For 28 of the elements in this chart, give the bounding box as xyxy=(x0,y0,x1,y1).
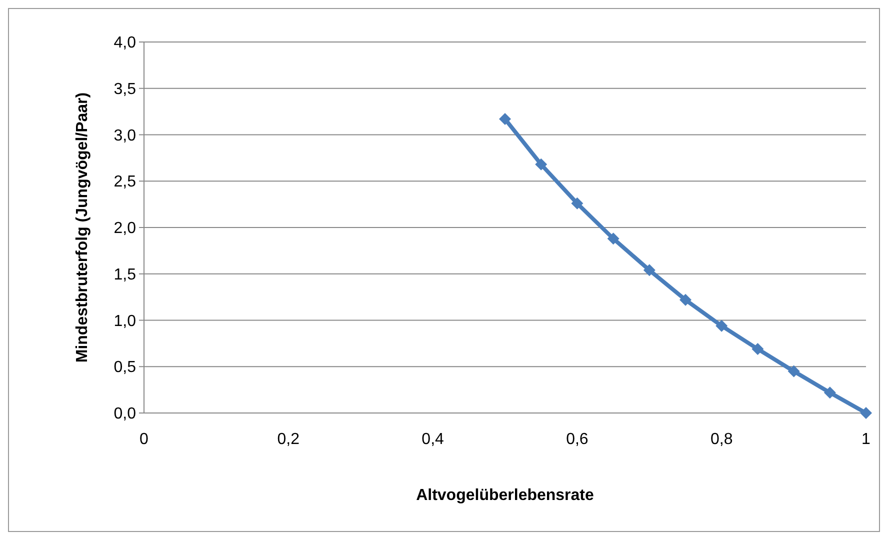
x-tick-label: 0 xyxy=(140,431,149,448)
point xyxy=(535,158,548,170)
y-tick-label: 3,5 xyxy=(114,80,136,98)
point xyxy=(607,232,620,245)
point xyxy=(824,386,836,399)
y-tick-label: 0,5 xyxy=(114,359,136,376)
point xyxy=(788,365,800,378)
x-tick-label: 0,4 xyxy=(422,431,444,448)
point xyxy=(571,197,584,210)
point xyxy=(643,264,656,276)
point xyxy=(680,294,692,306)
x-tick-label: 0,8 xyxy=(710,431,733,448)
y-tick-label: 4,0 xyxy=(114,34,136,52)
y-tick-label: 1,5 xyxy=(114,266,136,284)
y-tick-label: 2,0 xyxy=(114,220,136,238)
y-tick-label: 2,5 xyxy=(114,174,136,191)
point xyxy=(716,320,728,332)
x-tick-label: 1 xyxy=(862,431,871,448)
y-tick-label: 1,0 xyxy=(114,312,136,330)
x-tick-label: 0,2 xyxy=(277,431,300,448)
point xyxy=(860,407,872,419)
y-tick-label: 3,0 xyxy=(114,127,136,144)
point xyxy=(499,112,511,125)
y-tick-label: 0,0 xyxy=(114,406,136,423)
x-axis-title: Altvogelüberlebensrate xyxy=(416,487,594,504)
point xyxy=(752,343,764,356)
x-tick-label: 0,6 xyxy=(566,431,588,448)
y-axis-title: Mindestbruterfolg (Jungvögel/Paar) xyxy=(74,92,91,363)
